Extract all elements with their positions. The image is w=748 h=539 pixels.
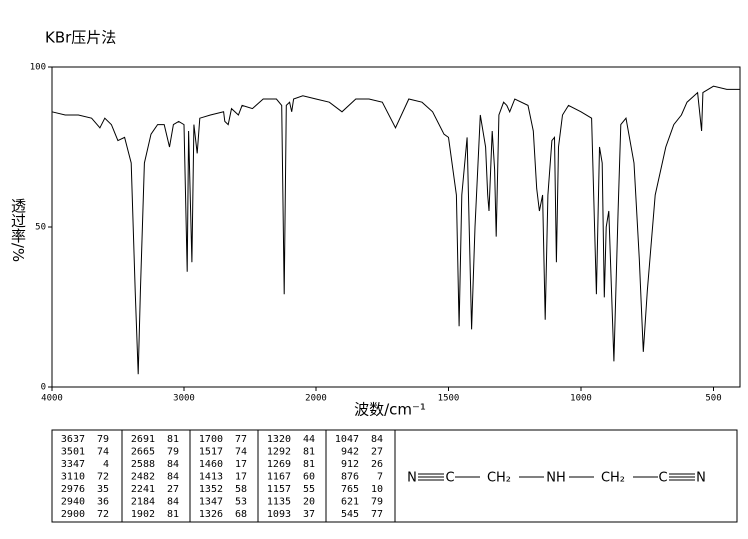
y-tick-label: 0 <box>41 383 46 393</box>
structure-atom: C <box>658 471 667 486</box>
peak-transmittance: 17 <box>235 472 247 483</box>
peak-wavenumber: 545 <box>341 509 359 520</box>
peak-transmittance: 81 <box>303 459 315 470</box>
x-tick-label: 2000 <box>305 394 327 404</box>
x-tick-label: 1000 <box>570 394 592 404</box>
peak-wavenumber: 1093 <box>267 509 291 520</box>
structure-atom: N <box>696 471 706 486</box>
table-dividers <box>121 430 396 522</box>
peak-wavenumber: 1292 <box>267 447 291 458</box>
peak-wavenumber: 912 <box>341 459 359 470</box>
peak-wavenumber: 1700 <box>199 434 223 445</box>
peak-wavenumber: 1413 <box>199 472 223 483</box>
peak-wavenumber: 1460 <box>199 459 223 470</box>
peak-wavenumber: 2940 <box>61 497 85 508</box>
peak-wavenumber: 2588 <box>131 459 155 470</box>
structure-atom: CH₂ <box>487 471 511 486</box>
peak-transmittance: 74 <box>97 447 109 458</box>
peak-transmittance: 84 <box>167 497 179 508</box>
x-tick-label: 500 <box>705 394 721 404</box>
peak-transmittance: 72 <box>97 509 109 520</box>
peak-transmittance: 35 <box>97 484 109 495</box>
peak-transmittance: 81 <box>303 447 315 458</box>
peak-transmittance: 81 <box>167 509 179 520</box>
peak-transmittance: 72 <box>97 472 109 483</box>
peak-transmittance: 84 <box>167 459 179 470</box>
y-tick-label: 50 <box>35 223 46 233</box>
structure-atom: C <box>445 471 454 486</box>
peak-transmittance: 27 <box>167 484 179 495</box>
peak-transmittance: 20 <box>303 497 315 508</box>
peak-transmittance: 27 <box>371 447 383 458</box>
peak-wavenumber: 1269 <box>267 459 291 470</box>
plot-frame <box>51 66 741 388</box>
peak-transmittance: 79 <box>167 447 179 458</box>
peak-wavenumber: 2184 <box>131 497 155 508</box>
peak-transmittance: 68 <box>235 509 247 520</box>
peak-wavenumber: 1326 <box>199 509 223 520</box>
peak-wavenumber: 1167 <box>267 472 291 483</box>
peak-wavenumber: 3347 <box>61 459 85 470</box>
peak-transmittance: 74 <box>235 447 247 458</box>
x-tick-label: 3000 <box>173 394 195 404</box>
peak-wavenumber: 1902 <box>131 509 155 520</box>
y-tick-label: 100 <box>30 63 46 73</box>
peak-transmittance: 7 <box>377 472 383 483</box>
peak-transmittance: 4 <box>103 459 109 470</box>
peak-wavenumber: 3110 <box>61 472 85 483</box>
peak-wavenumber: 2900 <box>61 509 85 520</box>
peak-wavenumber: 1135 <box>267 497 291 508</box>
peak-transmittance: 53 <box>235 497 247 508</box>
x-tick-label: 1500 <box>438 394 460 404</box>
peak-wavenumber: 1517 <box>199 447 223 458</box>
peak-wavenumber: 621 <box>341 497 359 508</box>
peak-transmittance: 36 <box>97 497 109 508</box>
peak-wavenumber: 2241 <box>131 484 155 495</box>
peak-wavenumber: 1047 <box>335 434 359 445</box>
peak-transmittance: 60 <box>303 472 315 483</box>
peak-wavenumber: 3637 <box>61 434 85 445</box>
x-tick-label: 4000 <box>41 394 63 404</box>
peak-transmittance: 37 <box>303 509 315 520</box>
peak-transmittance: 77 <box>371 509 383 520</box>
peak-wavenumber: 1347 <box>199 497 223 508</box>
peak-transmittance: 17 <box>235 459 247 470</box>
bonds <box>418 473 695 481</box>
structure-atom: CH₂ <box>601 471 625 486</box>
peak-wavenumber: 1320 <box>267 434 291 445</box>
peak-transmittance: 84 <box>167 472 179 483</box>
peak-transmittance: 79 <box>97 434 109 445</box>
peak-wavenumber: 876 <box>341 472 359 483</box>
structure-atom: N <box>407 471 417 486</box>
peak-wavenumber: 1352 <box>199 484 223 495</box>
peak-transmittance: 26 <box>371 459 383 470</box>
peak-wavenumber: 3501 <box>61 447 85 458</box>
peak-transmittance: 55 <box>303 484 315 495</box>
peak-transmittance: 44 <box>303 434 315 445</box>
spectrum-line <box>51 85 740 375</box>
peak-wavenumber: 765 <box>341 484 359 495</box>
peak-transmittance: 79 <box>371 497 383 508</box>
peak-wavenumber: 2665 <box>131 447 155 458</box>
peak-wavenumber: 2482 <box>131 472 155 483</box>
peak-wavenumber: 942 <box>341 447 359 458</box>
y-axis-label: 透过率/% <box>9 198 27 262</box>
structure-atom: NH <box>546 471 566 486</box>
peak-wavenumber: 1157 <box>267 484 291 495</box>
peak-transmittance: 58 <box>235 484 247 495</box>
x-axis-label: 波数/cm⁻¹ <box>354 401 426 419</box>
chart-title: KBr压片法 <box>45 29 116 47</box>
peak-transmittance: 10 <box>371 484 383 495</box>
peak-wavenumber: 2976 <box>61 484 85 495</box>
peak-wavenumber: 2691 <box>131 434 155 445</box>
peak-transmittance: 81 <box>167 434 179 445</box>
peak-transmittance: 77 <box>235 434 247 445</box>
peak-transmittance: 84 <box>371 434 383 445</box>
